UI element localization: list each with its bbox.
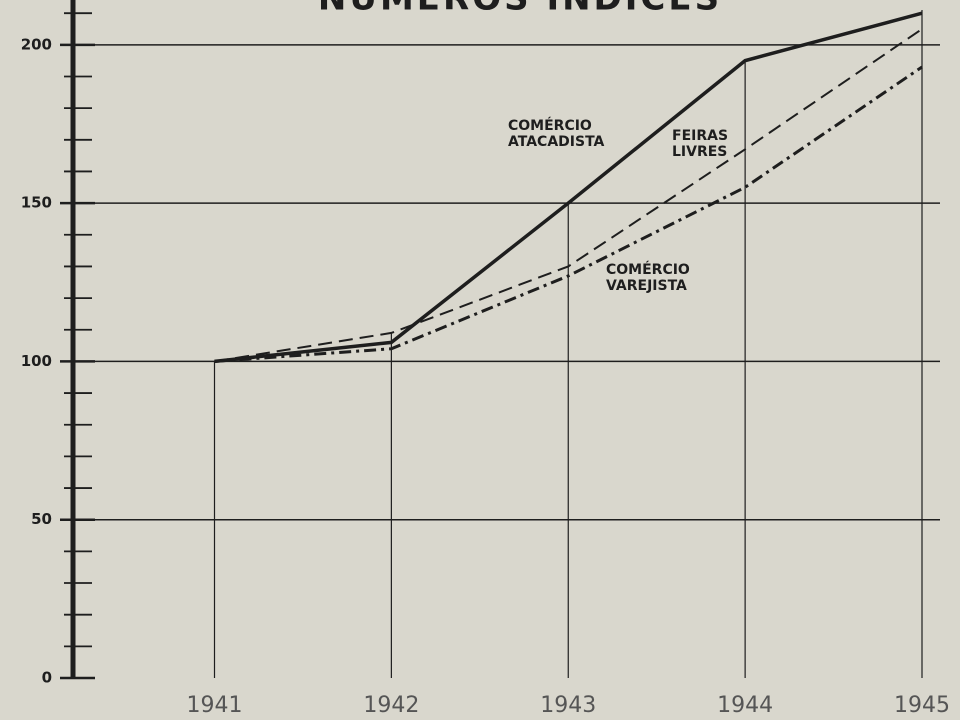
y-tick-label: 200	[21, 35, 52, 53]
y-tick-label: 100	[21, 352, 52, 370]
series-line	[214, 28, 923, 363]
y-tick-label: 150	[21, 194, 52, 212]
series-line	[214, 65, 923, 363]
series-label: COMÉRCIO ATACADISTA	[508, 118, 605, 150]
x-tick-label: 1942	[363, 693, 419, 718]
y-tick-label: 0	[42, 669, 52, 687]
x-tick-label: 1943	[540, 693, 596, 718]
y-tick-label: 50	[31, 510, 52, 528]
chart-title: NÚMEROS ÍNDICES	[318, 0, 722, 19]
series-label: FEIRAS LIVRES	[672, 128, 729, 160]
x-tick-label: 1941	[187, 693, 243, 718]
x-tick-label: 1944	[717, 693, 773, 718]
series-label: COMÉRCIO VAREJISTA	[606, 262, 690, 294]
series-line	[214, 11, 923, 364]
x-tick-label: 1945	[894, 693, 950, 718]
